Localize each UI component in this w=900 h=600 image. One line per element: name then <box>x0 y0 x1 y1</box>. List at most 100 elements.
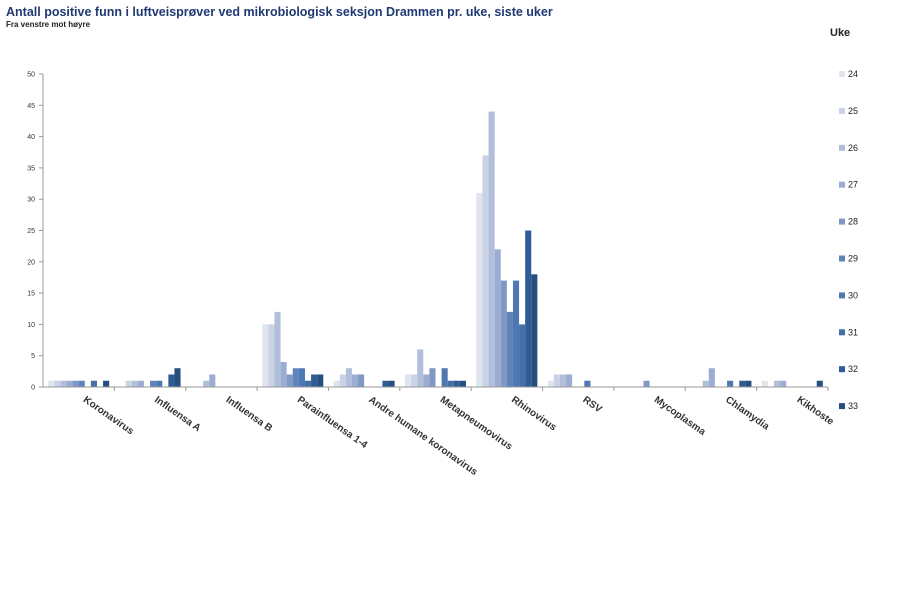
legend-label: 30 <box>848 290 858 300</box>
bar <box>351 374 359 387</box>
bar <box>137 380 144 387</box>
x-tick-label: Mycoplasma <box>652 394 708 438</box>
legend-swatch <box>839 107 845 114</box>
bar <box>388 380 395 387</box>
bar <box>727 380 734 387</box>
bar <box>559 374 567 387</box>
bar <box>339 374 346 387</box>
x-tick-label: Koronavirus <box>81 394 136 437</box>
legend-label: 29 <box>848 254 858 264</box>
bar <box>358 374 365 387</box>
bar <box>512 280 520 387</box>
y-tick-label: 30 <box>27 197 35 204</box>
bar <box>90 380 97 387</box>
bar <box>48 380 55 387</box>
legend-label: 26 <box>848 143 858 153</box>
legend-swatch <box>839 329 845 336</box>
bar <box>447 380 454 387</box>
x-axis: Koronavirus Influensa A Influensa B Parainf… <box>43 386 836 478</box>
x-tick-label: Metapneumovirus <box>438 394 515 452</box>
legend-swatch <box>839 218 845 225</box>
bar <box>72 380 79 387</box>
bars-group <box>48 111 823 387</box>
bar <box>739 380 746 387</box>
bar <box>506 311 513 387</box>
legend-swatch <box>839 255 845 262</box>
legend-title: Uke <box>830 27 851 39</box>
bar <box>584 380 591 387</box>
bar <box>274 311 281 387</box>
bar <box>405 374 412 387</box>
y-tick-label: 20 <box>27 259 35 266</box>
bar <box>268 324 275 387</box>
legend-swatch <box>839 366 845 373</box>
bar <box>304 380 312 387</box>
x-tick-label: RSV <box>581 394 604 415</box>
y-tick-label: 5 <box>31 353 35 360</box>
x-tick-label: Influensa A <box>152 394 202 434</box>
bar <box>78 380 85 387</box>
bar <box>453 380 460 387</box>
y-tick-label: 40 <box>27 134 35 141</box>
legend-swatch <box>839 71 845 77</box>
bar <box>150 380 157 387</box>
x-tick-label: Influensa B <box>224 394 274 434</box>
bar <box>494 249 501 387</box>
bar <box>429 368 436 387</box>
bar <box>643 380 650 387</box>
x-tick-label: Kikhoste <box>795 394 836 427</box>
bar <box>547 380 554 387</box>
bar <box>103 380 110 387</box>
bar <box>553 374 560 387</box>
bar <box>125 380 132 387</box>
bar <box>131 380 138 387</box>
bar <box>286 374 293 387</box>
x-tick-label: Rhinovirus <box>509 394 558 433</box>
legend-label: 31 <box>848 327 858 337</box>
bar <box>345 368 352 387</box>
bar <box>66 380 73 387</box>
bar <box>311 374 318 387</box>
y-tick-label: 15 <box>27 291 35 298</box>
y-tick-label: 45 <box>27 103 35 110</box>
legend-swatch <box>839 292 845 299</box>
y-tick-label: 10 <box>27 322 35 329</box>
bar <box>488 111 495 387</box>
legend-swatch <box>839 181 845 188</box>
bar <box>382 380 389 387</box>
y-tick-label: 50 <box>27 72 35 79</box>
y-tick-label: 35 <box>27 165 35 172</box>
bar <box>174 368 181 387</box>
bar <box>441 368 448 387</box>
bar <box>317 374 324 387</box>
chart-subtitle: Fra venstre mot høyre <box>6 20 91 29</box>
legend-label: 27 <box>848 180 858 190</box>
bar <box>417 349 424 387</box>
bar <box>566 374 573 387</box>
bar <box>761 380 768 387</box>
bar <box>816 380 823 387</box>
bar <box>298 368 305 387</box>
bar <box>203 380 210 387</box>
y-axis: 0 5 10 15 20 25 30 35 40 45 50 <box>27 72 44 392</box>
bar <box>54 380 61 387</box>
legend-label: 32 <box>848 364 858 374</box>
bar <box>292 368 299 387</box>
legend-swatch <box>839 403 845 410</box>
legend-swatch <box>839 144 845 151</box>
legend: 24 25 26 27 28 29 30 31 32 33 <box>839 69 858 411</box>
bar <box>708 368 715 387</box>
bar <box>423 374 430 387</box>
legend-label: 28 <box>848 217 858 227</box>
x-tick-label: Parainfluensa 1-4 <box>295 394 370 451</box>
y-tick-label: 25 <box>27 228 35 235</box>
bar <box>476 192 483 387</box>
bar <box>702 380 709 387</box>
bar <box>525 230 532 387</box>
legend-label: 24 <box>848 69 858 79</box>
bar <box>519 324 526 387</box>
bar <box>482 155 489 387</box>
bar <box>168 374 175 387</box>
bar <box>333 380 340 387</box>
